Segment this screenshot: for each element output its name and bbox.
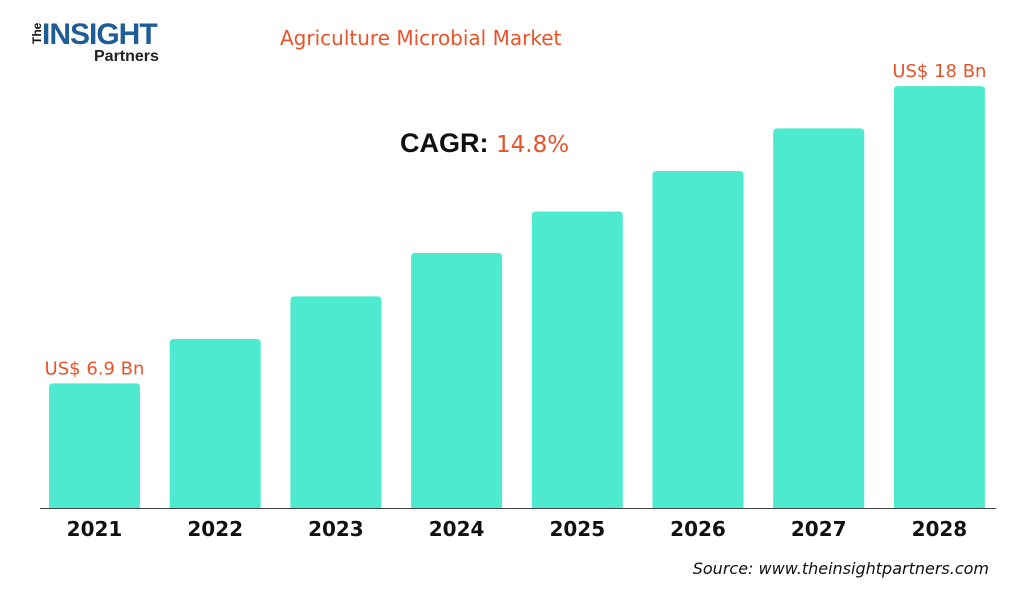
bar-2027 — [773, 128, 865, 508]
bar-2024 — [411, 252, 503, 508]
x-tick-label: 2021 — [67, 517, 123, 541]
bar-2028 — [893, 86, 985, 508]
x-tick-label: 2025 — [549, 517, 605, 541]
x-tick-label: 2024 — [429, 517, 485, 541]
logo: The INSIGHT Partners — [28, 14, 188, 70]
cagr-annotation: CAGR: 14.8% — [400, 128, 569, 159]
bar-2025 — [531, 211, 623, 509]
cagr-value: 14.8% — [496, 132, 570, 158]
bar-2021 — [49, 383, 140, 508]
cagr-label: CAGR: — [400, 128, 489, 158]
data-label: US$ 6.9 Bn — [45, 358, 145, 379]
x-tick-label: 2022 — [187, 517, 243, 541]
bar-2022 — [169, 338, 261, 508]
chart-title: Agriculture Microbial Market — [280, 26, 562, 50]
x-tick-label: 2026 — [670, 517, 726, 541]
source-text: Source: www.theinsightpartners.com — [692, 559, 989, 578]
x-tick-label: 2023 — [308, 517, 364, 541]
x-tick-label: 2027 — [791, 517, 847, 541]
bar-2023 — [290, 296, 382, 508]
logo-partners: Partners — [94, 48, 159, 65]
x-tick-label: 2028 — [912, 517, 968, 541]
bar-2026 — [652, 170, 744, 508]
data-label: US$ 18 Bn — [892, 61, 986, 82]
logo-insight: INSIGHT — [42, 18, 158, 51]
